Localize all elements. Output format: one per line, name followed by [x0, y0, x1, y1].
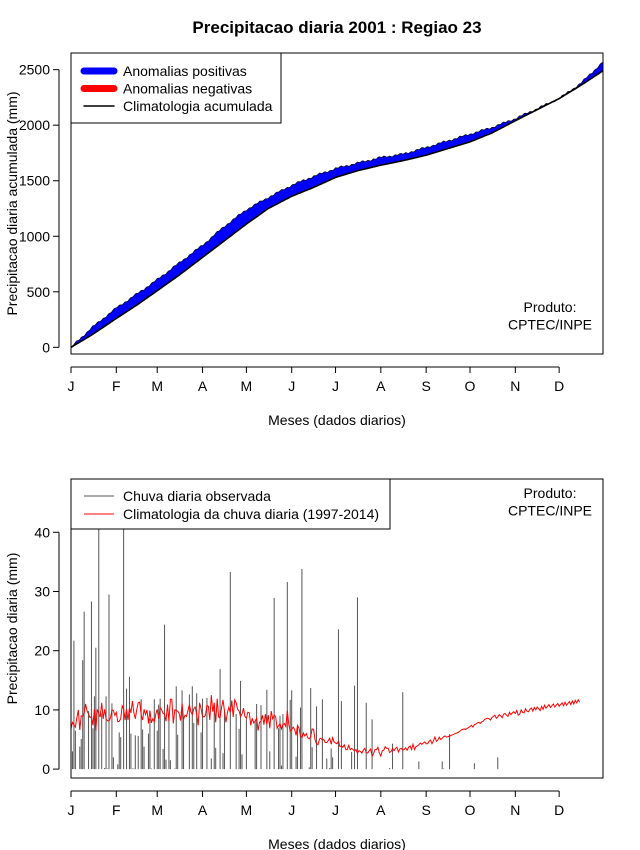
- y-tick-label: 2000: [19, 117, 50, 133]
- x-tick-label: D: [554, 802, 564, 818]
- x-tick-label: F: [112, 802, 121, 818]
- x-axis-label: Meses (dados diarios): [268, 836, 406, 850]
- legend-label: Chuva diaria observada: [123, 488, 271, 504]
- x-tick-label: A: [376, 378, 386, 394]
- y-axis-label: Precipitacao diaria acumulada (mm): [4, 91, 20, 315]
- x-tick-label: J: [68, 378, 75, 394]
- x-tick-label: N: [510, 802, 520, 818]
- product-annotation: Produto:: [524, 485, 577, 501]
- x-tick-label: A: [198, 802, 208, 818]
- legend-label: Climatologia acumulada: [123, 98, 273, 114]
- x-tick-label: S: [421, 802, 430, 818]
- legend-label: Climatologia da chuva diaria (1997-2014): [123, 506, 379, 522]
- x-axis-label: Meses (dados diarios): [268, 412, 406, 428]
- legend-label: Anomalias negativas: [123, 81, 252, 97]
- daily-climatology-line: [70, 695, 581, 758]
- y-tick-label: 0: [42, 339, 50, 355]
- y-tick-label: 1000: [19, 228, 50, 244]
- legend-box: [70, 478, 391, 530]
- x-tick-label: N: [510, 378, 520, 394]
- x-tick-label: A: [376, 802, 386, 818]
- y-axis-label: Precipitacao diaria (mm): [4, 553, 20, 705]
- x-tick-label: J: [332, 378, 339, 394]
- plot-border: [70, 52, 604, 355]
- y-tick-label: 500: [27, 284, 51, 300]
- y-tick-label: 0: [42, 761, 50, 777]
- x-tick-label: O: [465, 802, 476, 818]
- x-tick-label: J: [332, 802, 339, 818]
- y-tick-label: 2500: [19, 62, 50, 78]
- y-tick-label: 30: [34, 583, 50, 599]
- x-tick-label: M: [151, 802, 163, 818]
- x-tick-label: M: [241, 802, 253, 818]
- x-tick-label: O: [465, 378, 476, 394]
- x-tick-label: A: [198, 378, 208, 394]
- daily-precip-panel: J F M A M J J A S O N D 0 10 20 30 40 Meses (dados diario…: [4, 478, 604, 850]
- chart-title: Precipitacao diaria 2001 : Regiao 23: [192, 18, 481, 37]
- x-tick-label: J: [68, 802, 75, 818]
- x-tick-label: M: [151, 378, 163, 394]
- x-tick-label: S: [421, 378, 430, 394]
- y-tick-label: 40: [34, 524, 50, 540]
- x-tick-label: M: [241, 378, 253, 394]
- x-tick-label: J: [288, 378, 295, 394]
- y-tick-label: 20: [34, 643, 50, 659]
- cumulative-precip-panel: J F M A M J J A S O N D 0 500 1000 1500 2000 2500 Meses (d…: [4, 52, 604, 428]
- product-annotation: CPTEC/INPE: [508, 503, 592, 519]
- product-annotation: CPTEC/INPE: [508, 317, 592, 333]
- x-tick-label: D: [554, 378, 564, 394]
- legend-label: Anomalias positivas: [123, 63, 247, 79]
- observed-bars: [71, 514, 499, 770]
- plot-border: [70, 478, 604, 779]
- product-annotation: Produto:: [524, 299, 577, 315]
- y-tick-label: 10: [34, 702, 50, 718]
- x-tick-label: F: [112, 378, 121, 394]
- y-tick-label: 1500: [19, 173, 50, 189]
- x-tick-label: J: [288, 802, 295, 818]
- legend: Chuva diaria observada Climatologia da ch…: [70, 478, 391, 530]
- climatology-line: [70, 70, 604, 349]
- legend: Anomalias positivas Anomalias negativasCl…: [70, 52, 282, 124]
